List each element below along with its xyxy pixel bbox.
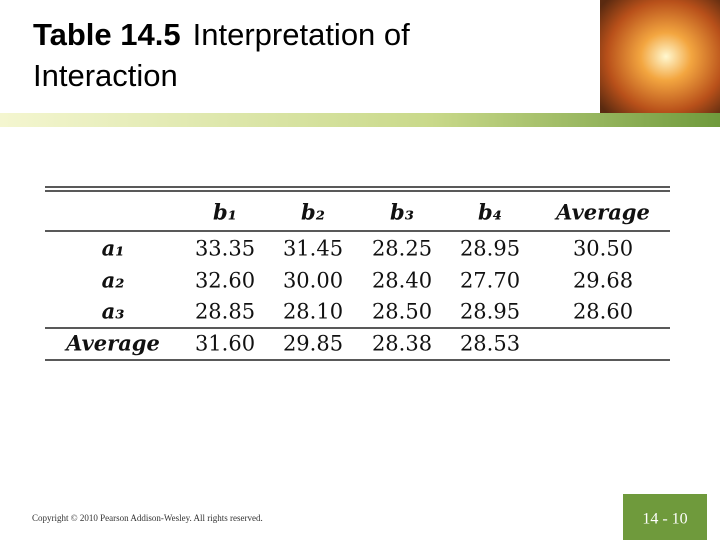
title-line2: Interaction	[33, 58, 178, 93]
table-cell: 29.68	[573, 269, 633, 293]
title-rest: Interpretation of	[193, 17, 411, 52]
table-cell: 30.00	[283, 269, 343, 293]
table-cell: 28.40	[372, 269, 432, 293]
column-header: b₃	[390, 200, 414, 225]
table-cell: 28.25	[372, 237, 432, 261]
row-label: Average	[64, 331, 160, 356]
row-label: a₂	[102, 268, 125, 293]
title-bold: Table 14.5	[33, 17, 181, 52]
table-cell: 30.50	[573, 237, 633, 261]
table-cell: 28.95	[460, 237, 520, 261]
table-cell: 28.53	[460, 332, 520, 356]
table-cell: 31.60	[195, 332, 255, 356]
table-cell: 27.70	[460, 269, 520, 293]
table-cell: 29.85	[283, 332, 343, 356]
row-label: a₃	[102, 299, 125, 324]
table-cell: 28.95	[460, 300, 520, 324]
column-header: Average	[554, 200, 650, 225]
page-box	[623, 494, 707, 540]
table-cell: 28.85	[195, 300, 255, 324]
table-cell: 31.45	[283, 237, 343, 261]
table-cell: 28.50	[372, 300, 432, 324]
table: b₁ b₂ b₃ b₄ Average a₁ 33.35 31.45 28.25 28.95 30.…	[64, 200, 650, 356]
table-cell: 28.60	[573, 300, 633, 324]
table-cell: 28.38	[372, 332, 432, 356]
column-header: b₄	[478, 200, 502, 225]
table-cell: 28.10	[283, 300, 343, 324]
copyright: Copyright © 2010 Pearson Addison-Wesley.…	[32, 513, 263, 523]
column-header: b₂	[301, 200, 325, 225]
table-cell: 32.60	[195, 269, 255, 293]
page-number: 14 - 10	[642, 511, 687, 528]
table-cell: 33.35	[195, 237, 255, 261]
header-band	[0, 113, 720, 127]
row-label: a₁	[102, 236, 125, 261]
header-image	[600, 0, 720, 113]
column-header: b₁	[213, 200, 237, 225]
title: Table 14.5 Interpretation of	[33, 17, 410, 52]
